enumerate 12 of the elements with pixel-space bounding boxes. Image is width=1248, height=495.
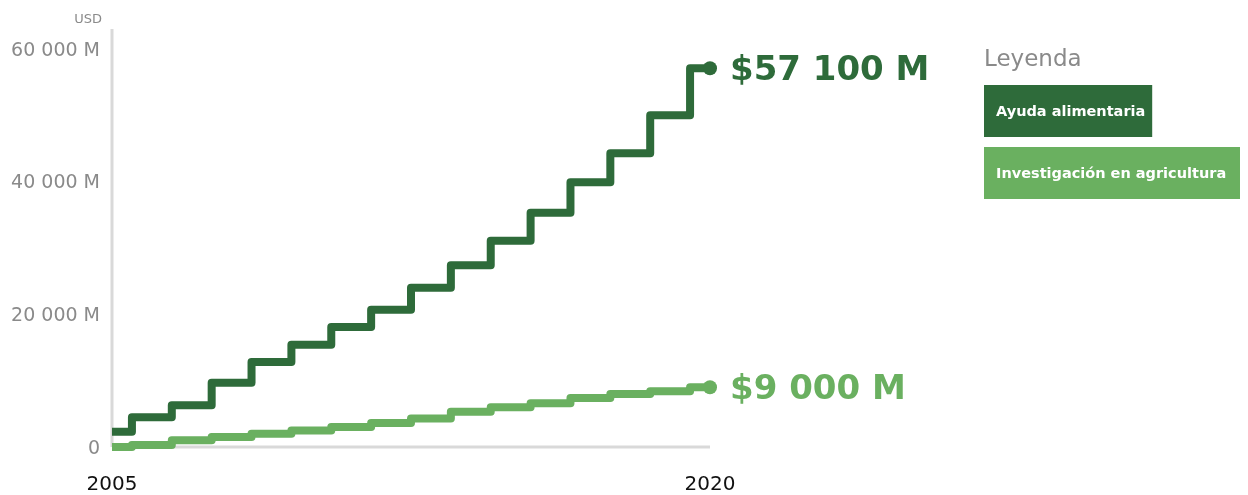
- y-tick-label: 0: [87, 435, 100, 458]
- data-label: $57 100 M: [730, 48, 930, 89]
- y-tick-label: 60 000 M: [11, 37, 100, 60]
- x-tick-label: 2005: [86, 471, 138, 495]
- y-axis-title: USD: [74, 11, 102, 27]
- data-label: $9 000 M: [730, 367, 906, 408]
- text: Investigación en agricultura: [996, 165, 1227, 182]
- y-tick-label: 40 000 M: [11, 170, 100, 193]
- legend-title: Leyenda: [984, 45, 1082, 71]
- x-tick-label: 2020: [684, 471, 736, 495]
- y-tick-label: 20 000 M: [11, 302, 100, 325]
- text: Ayuda alimentaria: [996, 103, 1146, 120]
